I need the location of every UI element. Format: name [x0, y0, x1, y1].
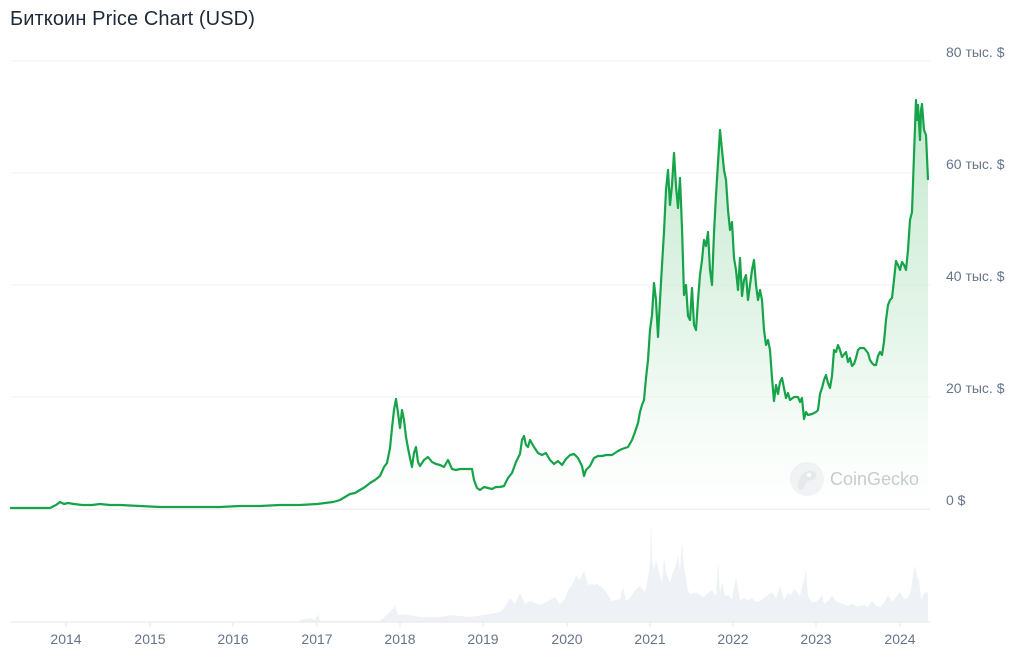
x-label-2021: 2021 [634, 631, 666, 647]
x-label-2016: 2016 [217, 631, 249, 647]
x-label-2014: 2014 [50, 631, 82, 647]
y-label-60k: 60 тыс. $ [946, 156, 1005, 172]
watermark-text: CoinGecko [830, 468, 920, 489]
price-line[interactable] [10, 98, 930, 510]
price-area [10, 100, 928, 509]
coingecko-watermark: CoinGecko [790, 462, 919, 496]
x-label-2019: 2019 [467, 631, 499, 647]
y-label-0: 0 $ [946, 492, 966, 508]
y-label-40k: 40 тыс. $ [946, 268, 1005, 284]
x-label-2022: 2022 [717, 631, 749, 647]
volume-bars [10, 520, 928, 622]
x-ticks [65, 622, 901, 627]
x-label-2017: 2017 [301, 631, 333, 647]
x-label-2020: 2020 [551, 631, 583, 647]
x-label-2018: 2018 [384, 631, 416, 647]
x-label-2023: 2023 [800, 631, 832, 647]
y-label-80k: 80 тыс. $ [946, 44, 1005, 60]
x-label-2024: 2024 [884, 631, 916, 647]
gecko-logo-icon [790, 462, 824, 496]
y-label-20k: 20 тыс. $ [946, 380, 1005, 396]
chart-title: Биткоин Price Chart (USD) [10, 8, 255, 30]
x-label-2015: 2015 [134, 631, 166, 647]
